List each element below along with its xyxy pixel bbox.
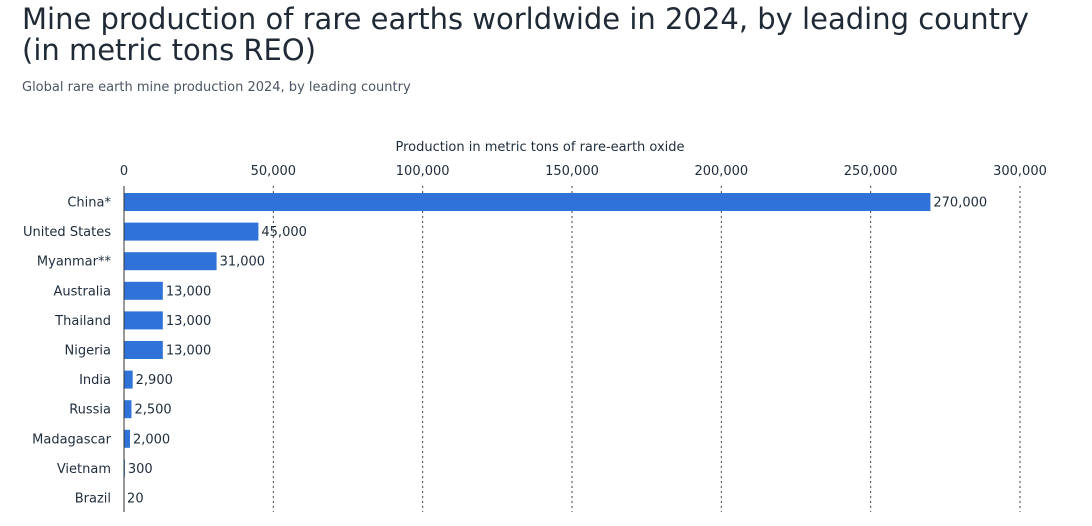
bar — [124, 252, 217, 271]
chart-title: Mine production of rare earths worldwide… — [22, 2, 1030, 67]
x-tick-label: 150,000 — [545, 164, 599, 179]
x-tick-labels: 0 50,000 100,000 150,000 200,000 250,000 300,0… — [120, 164, 1047, 179]
value-label: 13,000 — [166, 314, 212, 329]
value-label: 20 — [127, 492, 144, 507]
value-label: 13,000 — [166, 284, 212, 299]
x-tick-label: 300,000 — [993, 164, 1047, 179]
chart-subtitle: Global rare earth mine production 2024, … — [22, 80, 411, 95]
bar — [124, 311, 163, 330]
bars — [124, 193, 931, 507]
value-label: 300 — [128, 462, 153, 477]
value-label: 2,900 — [136, 373, 173, 388]
category-label: Nigeria — [64, 344, 111, 359]
category-label: United States — [23, 225, 111, 240]
bar — [124, 341, 163, 359]
value-label: 2,500 — [134, 403, 171, 418]
x-axis-title: Production in metric tons of rare-earth … — [395, 140, 684, 155]
value-label: 31,000 — [220, 255, 266, 270]
category-label: Myanmar** — [37, 255, 112, 270]
bar — [124, 429, 130, 448]
category-label: Vietnam — [57, 462, 111, 477]
value-label: 13,000 — [166, 344, 212, 359]
value-labels: 270,000 45,000 31,000 13,000 13,000 13,000 2,9… — [127, 196, 987, 507]
x-tick-label: 0 — [120, 164, 128, 179]
x-tick-label: 250,000 — [844, 164, 898, 179]
bar — [124, 281, 163, 300]
x-tick-label: 50,000 — [251, 164, 297, 179]
value-label: 270,000 — [933, 196, 987, 211]
category-label: China* — [67, 196, 111, 211]
category-label: Madagascar — [32, 432, 112, 447]
grid-lines — [272, 186, 1021, 512]
bar — [124, 193, 931, 211]
category-labels: China* United States Myanmar** Australia Tha… — [23, 196, 112, 507]
value-label: 45,000 — [261, 225, 307, 240]
x-tick-label: 100,000 — [396, 164, 450, 179]
category-label: Thailand — [54, 314, 111, 329]
category-label: Russia — [69, 403, 111, 418]
bar — [124, 370, 133, 389]
bar — [124, 222, 259, 241]
category-label: Australia — [53, 284, 111, 299]
bar — [124, 400, 132, 419]
category-label: India — [79, 373, 111, 388]
category-label: Brazil — [75, 492, 111, 507]
value-label: 2,000 — [133, 432, 170, 447]
x-tick-label: 200,000 — [694, 164, 748, 179]
